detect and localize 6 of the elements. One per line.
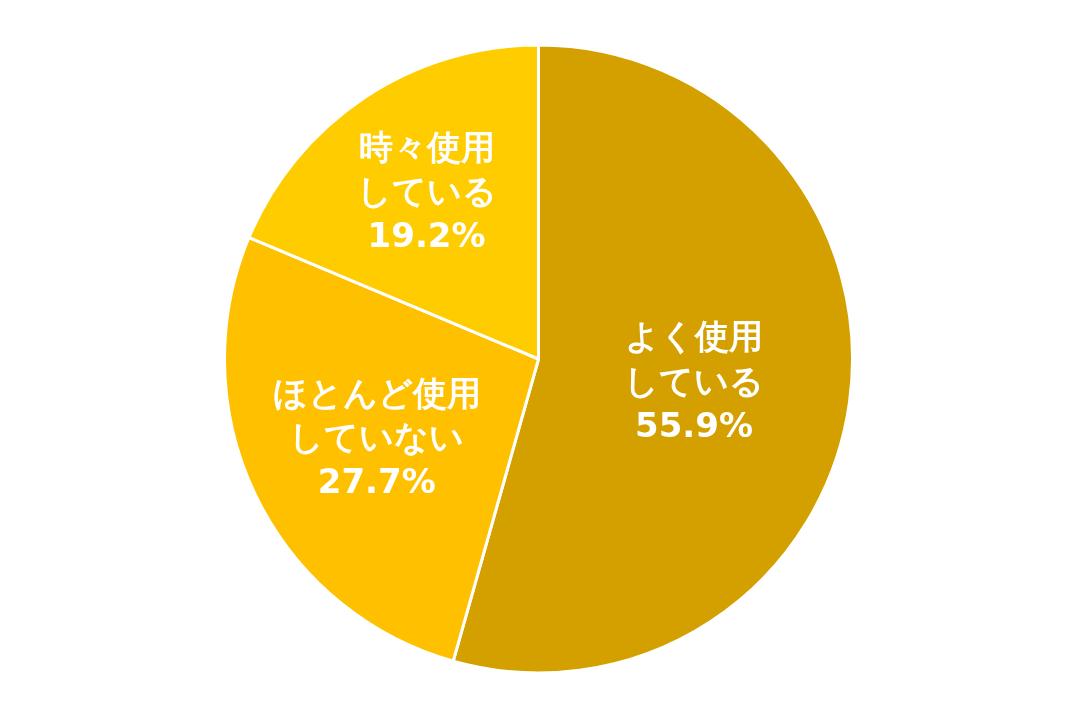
slice-label: 時々使用している bbox=[356, 126, 497, 211]
data-label: 27.7% bbox=[317, 461, 436, 502]
data-label: 19.2% bbox=[367, 214, 486, 255]
slice-label: よく使用している bbox=[624, 316, 765, 401]
data-label: 55.9% bbox=[635, 404, 753, 445]
slice-label: ほとんど使用していない bbox=[272, 372, 481, 457]
